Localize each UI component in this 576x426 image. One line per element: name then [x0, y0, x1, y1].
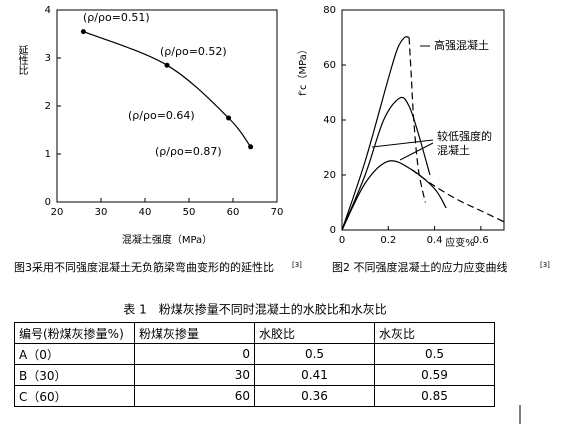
x-tick-label: 50: [183, 207, 196, 218]
header-cell: 水灰比: [374, 322, 495, 344]
table-title: 表 1 粉煤灰掺量不同时混凝土的水胶比和水灰比: [123, 302, 386, 317]
x-tick-label: 60: [227, 207, 240, 218]
cell: C（60）: [14, 385, 135, 407]
x-tick-label: 0.6: [473, 235, 489, 246]
y-tick-label: 3: [45, 53, 51, 64]
point: [226, 115, 232, 121]
caption: 图3采用不同强度混凝土无负筋梁弯曲变形的的延性比: [14, 260, 274, 274]
cell: 0.5: [374, 343, 495, 365]
y-tick-label: 60: [323, 60, 336, 71]
header-cell: 粉煤灰掺量: [134, 322, 255, 344]
caption: 图2 不同强度混凝土的应力应变曲线: [332, 260, 508, 274]
y-tick-label: 2: [45, 101, 51, 112]
y-axis-label: f′c（MPa）: [297, 44, 309, 96]
point: [80, 29, 86, 35]
x-tick-label: 70: [271, 207, 284, 218]
cell: 0.41: [254, 364, 375, 386]
cell: 0.59: [374, 364, 495, 386]
cell: 0.85: [374, 385, 495, 407]
caption-ref: [3]: [540, 261, 550, 269]
leader: [371, 139, 434, 148]
table-row: C（60） 60 0.36 0.85: [14, 385, 495, 407]
y-tick-label: 1: [45, 149, 51, 160]
y-tick-label: 80: [323, 5, 336, 16]
line-series: [341, 96, 431, 231]
line-series: [411, 169, 505, 223]
cell: 0.5: [254, 343, 375, 365]
line-series: [341, 36, 410, 231]
cell: A（0）: [14, 343, 135, 365]
x-tick-label: 40: [139, 207, 152, 218]
annotation: 混凝土: [437, 143, 470, 157]
header-cell: 编号(粉煤灰掺量%): [14, 322, 135, 344]
cell: 0: [134, 343, 255, 365]
x-tick-label: 0.2: [380, 235, 396, 246]
x-axis-label: 应变%: [445, 236, 475, 249]
line-series: [341, 160, 447, 231]
y-tick-label: 20: [323, 170, 336, 181]
annotation: 高强混凝土: [434, 38, 489, 52]
point: [164, 62, 170, 68]
caption-ref: [3]: [292, 261, 302, 269]
annotation: (ρ/ρo=0.87): [155, 145, 222, 158]
header-cell: 水胶比: [254, 322, 375, 344]
y-tick-label: 4: [45, 5, 51, 16]
cell: B（30）: [14, 364, 135, 386]
annotation: (ρ/ρo=0.51): [83, 11, 150, 24]
y-axis-label: 延性比: [16, 45, 28, 75]
cell: 0.36: [254, 385, 375, 407]
cell: 30: [134, 364, 255, 386]
table-row: A（0） 0 0.5 0.5: [14, 343, 495, 365]
x-tick-label: 30: [95, 207, 108, 218]
y-tick-label: 0: [45, 197, 51, 208]
x-tick-label: 20: [51, 207, 64, 218]
table-row: 编号(粉煤灰掺量%) 粉煤灰掺量 水胶比 水灰比: [14, 322, 495, 344]
annotation: (ρ/ρo=0.52): [160, 45, 227, 58]
x-tick-label: 0: [339, 235, 345, 246]
x-axis-label: 混凝土强度（MPa）: [122, 233, 212, 246]
y-tick-label: 40: [323, 115, 336, 126]
y-tick-label: 0: [330, 225, 336, 236]
table-row: B（30） 30 0.41 0.59: [14, 364, 495, 386]
point: [248, 144, 254, 150]
table: 编号(粉煤灰掺量%) 粉煤灰掺量 水胶比 水灰比 A（0） 0 0.5 0.5 B（30） 30 0…: [14, 322, 495, 407]
cell: 60: [134, 385, 255, 407]
annotation: (ρ/ρo=0.64): [128, 109, 195, 122]
x-tick-label: 0.4: [427, 235, 443, 246]
line-series: [83, 31, 252, 148]
plot-frame: [56, 9, 278, 203]
annotation: 较低强度的: [437, 129, 492, 143]
